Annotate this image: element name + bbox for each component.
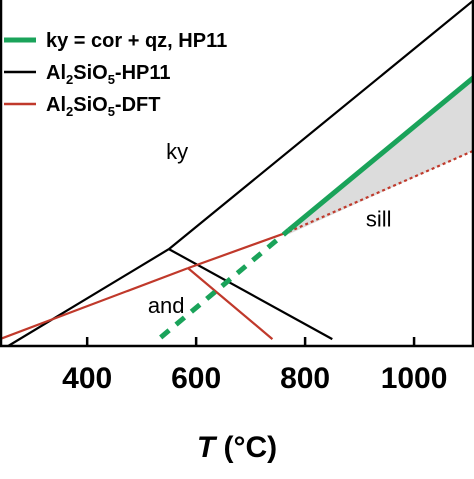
legend-label-green-part-0: ky = cor + qz, HP11	[46, 30, 227, 52]
series-line-red-ky-sill-dashed	[288, 149, 474, 233]
legend-label-green: ky = cor + qz, HP11	[46, 30, 227, 52]
legend-label-black-part-2: SiO	[73, 62, 107, 84]
series-line-black-and-sill	[168, 248, 333, 341]
field-label-and: and	[148, 293, 185, 318]
series-line-red-and-sill	[187, 267, 274, 340]
legend-label-red: Al2SiO5-DFT	[46, 94, 160, 119]
legend-label-red-part-1: 2	[66, 104, 73, 119]
x-tick-label-600: 600	[171, 362, 221, 395]
x-tick-label-400: 400	[62, 362, 112, 395]
legend-label-black-part-4: -HP11	[115, 62, 171, 84]
series-line-green-ky-cor-qz-metastable	[159, 228, 291, 340]
series-line-red-ky-sill	[187, 230, 290, 270]
legend-label-black-part-3: 5	[108, 72, 115, 87]
legend-label-red-part-0: Al	[46, 94, 66, 116]
legend-label-black: Al2SiO5-HP11	[46, 62, 171, 87]
x-axis-label-unit: (°C)	[215, 431, 277, 464]
x-axis-label: T (°C)	[197, 431, 277, 464]
x-tick-label-1000: 1000	[381, 362, 448, 395]
series-line-black-ky-sill	[168, 0, 474, 250]
series-line-red-ky-and	[0, 267, 189, 341]
field-label-ky: ky	[166, 139, 188, 164]
x-tick-label-800: 800	[280, 362, 330, 395]
series-line-black-ky-and	[7, 248, 170, 346]
legend-label-red-part-4: -DFT	[115, 94, 161, 116]
legend-label-red-part-2: SiO	[73, 94, 107, 116]
legend-label-black-part-1: 2	[66, 72, 73, 87]
x-axis-label-variable: T	[197, 431, 218, 464]
field-label-sill: sill	[366, 207, 392, 232]
legend-label-black-part-0: Al	[46, 62, 66, 84]
legend-label-red-part-3: 5	[108, 104, 115, 119]
series-line-green-ky-cor-qz	[287, 75, 474, 233]
